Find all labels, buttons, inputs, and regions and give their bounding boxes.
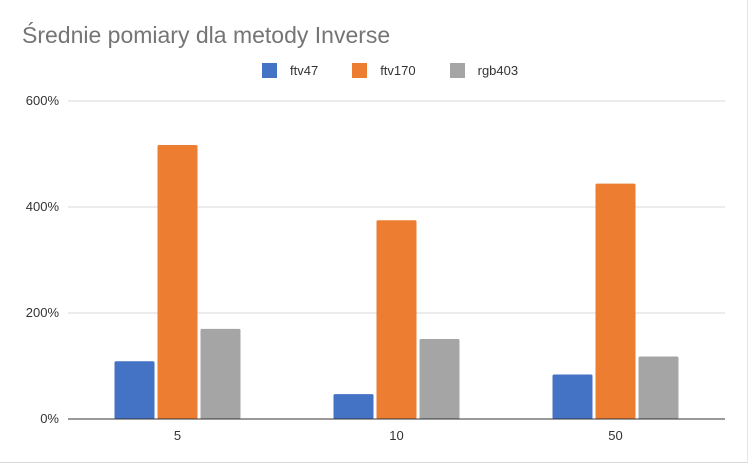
y-tick-label: 600% xyxy=(26,93,60,108)
y-tick-label: 200% xyxy=(26,305,60,320)
bar xyxy=(157,144,198,420)
legend-label: rgb403 xyxy=(477,63,519,78)
x-tick-label: 10 xyxy=(389,428,403,443)
legend-swatch xyxy=(262,63,277,78)
legend-swatch xyxy=(352,63,368,78)
bar xyxy=(552,374,593,419)
bar xyxy=(376,220,417,419)
bar xyxy=(333,394,374,419)
legend-item-series-1: ftv170 xyxy=(352,63,416,78)
chart-legend: ftv47 ftv170 rgb403 xyxy=(262,63,518,78)
bar xyxy=(595,183,636,419)
legend-item-series-0: ftv47 xyxy=(262,63,318,78)
legend-label: ftv47 xyxy=(290,63,319,78)
y-tick-label: 0% xyxy=(40,411,59,426)
bar xyxy=(200,328,241,419)
legend-label: ftv170 xyxy=(380,63,416,78)
y-tick-label: 400% xyxy=(26,199,60,214)
legend-item-series-2: rgb403 xyxy=(449,63,519,78)
x-tick-label: 50 xyxy=(608,428,622,443)
chart-title: Średnie pomiary dla metody Inverse xyxy=(22,22,391,48)
bar xyxy=(638,356,679,419)
x-tick-label: 5 xyxy=(174,428,181,443)
legend-swatch xyxy=(449,63,465,78)
bar xyxy=(114,361,155,419)
bar xyxy=(419,338,460,419)
